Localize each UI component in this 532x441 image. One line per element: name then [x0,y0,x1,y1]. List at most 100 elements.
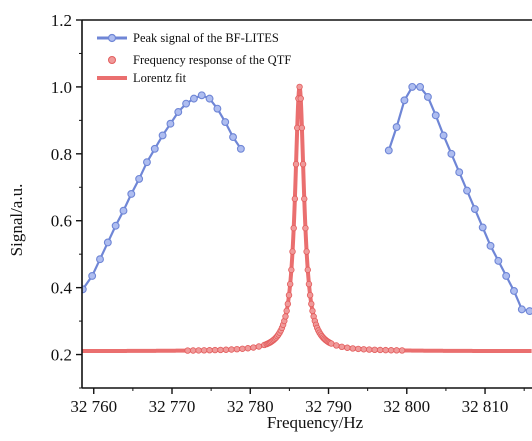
qtf-response-point [398,347,406,354]
qtf-response-point [291,195,299,203]
qtf-response-point [309,307,316,315]
qtf-response-point [250,344,257,351]
y-tick-label: 0.6 [51,212,72,231]
qtf-response-point [376,346,384,354]
qtf-response-point [285,292,293,299]
qtf-response-point [282,313,289,320]
peak-signal-point [96,255,104,264]
qtf-response-point [302,224,309,232]
qtf-response-point [289,248,296,255]
x-tick-label: 32 790 [305,397,352,416]
qtf-response-point [222,346,230,353]
qtf-response-point [195,347,202,354]
qtf-response-point [355,345,362,353]
qtf-response-point [184,347,191,354]
x-tick-label: 32 800 [383,397,430,416]
peak-signal-point [158,131,167,140]
y-axis-title: Signal/a.u. [7,184,26,257]
peak-signal-point [486,241,495,250]
peak-signal-point [221,118,230,126]
peak-signal-point [205,94,214,103]
plot-area [82,82,532,354]
peak-signal-point [525,307,532,315]
peak-signal-point [127,190,136,198]
y-tick-label: 1.2 [51,11,72,30]
peak-signal-point [400,96,409,105]
x-tick-label: 32 810 [462,397,509,416]
qtf-response-point [360,346,367,353]
peak-signal-point [119,206,128,215]
qtf-response-point [290,224,297,232]
axes: 0.2 0.4 0.6 0.8 1.0 1.2 32 760 32 770 32 780 32 7… [51,11,532,416]
legend-label-lorentz-fit: Lorentz fit [133,71,187,85]
qtf-response-point [303,248,310,255]
legend: Peak signal of the BF-LITES Frequency re… [97,31,291,85]
qtf-response-point [288,266,295,274]
qtf-response-point [304,266,311,274]
peak-signal-point [135,174,144,183]
peak-signal-point [229,133,237,142]
qtf-response-point [387,347,395,354]
peak-signal-point [189,94,198,103]
peak-signal-point [150,144,159,153]
qtf-response-point [349,345,356,352]
qtf-response-point [228,346,235,353]
qtf-response-point [301,195,308,203]
peak-signal-point [111,221,120,230]
qtf-response-point [200,347,208,354]
qtf-response-point [299,160,307,168]
peak-signal-point [463,186,471,195]
peak-signal-point [517,305,526,314]
peak-signal-point [423,92,432,101]
legend-label-qtf-response: Frequency response of the QTF [133,53,291,67]
y-tick-label: 0.2 [51,346,72,365]
peak-signal-point [384,146,393,155]
y-tick-label: 0.8 [51,145,72,164]
data-layer [82,82,532,354]
x-axis-title: Frequency/Hz [267,413,364,432]
qtf-response-point [393,347,400,354]
qtf-response-point [298,124,306,132]
qtf-response-point [292,160,300,168]
qtf-response-point [255,343,263,350]
peak-signal-point [143,158,151,167]
peak-signal-line-segment-1 [82,94,242,290]
peak-signal-point [502,271,511,280]
qtf-response-point [244,345,252,352]
qtf-response-point [306,292,314,299]
qtf-response-point [206,347,213,354]
peak-signal-point [213,104,222,113]
qtf-response-point [297,95,304,102]
y-tick-label: 0.4 [51,279,73,298]
peak-signal-point [447,149,456,158]
peak-signal-point [455,168,464,177]
qtf-response-point [366,346,373,353]
peak-signal-point [494,256,503,265]
peak-signal-point [166,119,175,128]
qtf-response-point [189,347,197,354]
y-tick-label: 1.0 [51,78,72,97]
qtf-response-point [296,83,303,91]
peak-signal-point [182,99,191,108]
peak-signal-point [408,82,417,91]
peak-signal-point [236,144,245,153]
x-tick-label: 32 760 [70,397,117,416]
legend-swatch-qtf-marker [108,56,116,64]
qtf-response-point [308,300,315,308]
legend-swatch-peak-signal-marker [107,33,117,43]
qtf-response-point [239,345,246,352]
qtf-response-point [305,280,313,288]
peak-signal-point [197,91,206,100]
peak-signal-point [478,223,487,232]
lorentz-fit-line [82,84,532,354]
peak-signal-point [510,287,518,295]
qtf-response-point [344,344,351,351]
peak-signal-point [103,238,112,247]
qtf-response-point [283,307,290,315]
peak-signal-point [392,123,401,132]
qtf-response-point [286,280,294,288]
qtf-response-point [371,346,378,353]
qtf-response-point [233,345,241,353]
peak-signal-point [88,271,97,280]
